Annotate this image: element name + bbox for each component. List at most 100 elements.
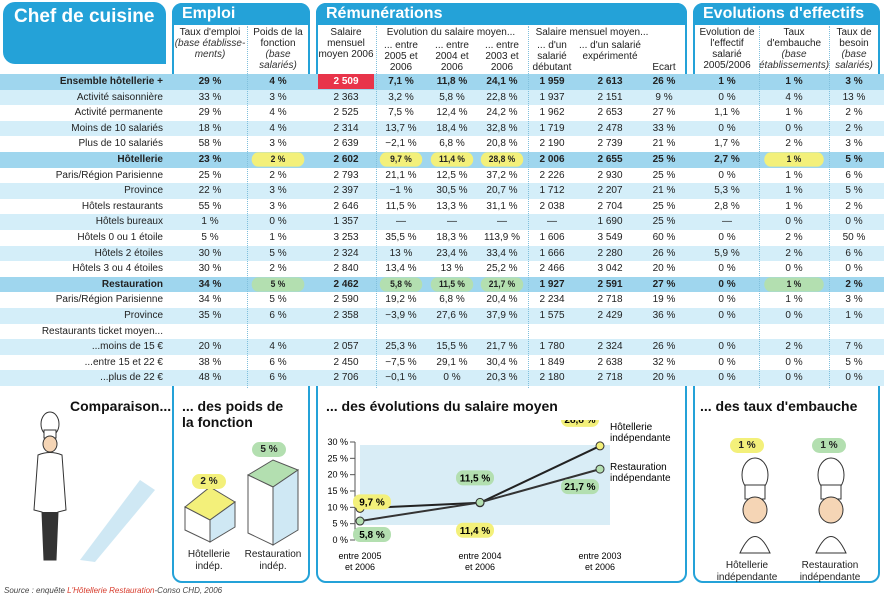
table-cell: 11,4 % — [430, 152, 474, 167]
table-cell: 33,4 % — [486, 247, 518, 259]
table-row — [0, 354, 884, 371]
table-cell: 32,8 % — [486, 122, 518, 134]
table-cell: 5,9 % — [714, 247, 740, 259]
table-cell: 2 324 — [597, 341, 623, 353]
table-cell: 12,5 % — [436, 169, 468, 181]
table-cell: — — [396, 216, 406, 228]
table-cell: 2 % — [845, 122, 863, 134]
table-cell: 2,7 % — [714, 154, 740, 165]
table-cell: 2 509 — [318, 74, 374, 89]
table-cell: 24,2 % — [486, 107, 518, 119]
data-label: 11,4 % — [460, 526, 491, 537]
table-row — [0, 89, 884, 106]
table-cell: 25,2 % — [486, 263, 518, 275]
poids-hot-pill: 2 % — [192, 474, 226, 489]
table-cell: 25 % — [198, 169, 222, 181]
table-cell: 0 % — [845, 263, 863, 275]
table-cell — [829, 324, 879, 339]
table-cell: 21 % — [652, 185, 676, 197]
table-cell — [577, 324, 643, 339]
table-cell: −3,9 % — [385, 310, 417, 321]
table-cell: 5 % — [845, 356, 863, 368]
house-hotellerie — [184, 486, 236, 543]
y-tick-label: 20 % — [327, 470, 348, 480]
table-cell: 1 % — [201, 216, 219, 228]
table-cell: 2 613 — [597, 76, 623, 87]
table-cell: 6 % — [845, 169, 863, 181]
table-cell: 0 % — [845, 372, 863, 384]
row-label: Hôtels restaurants — [81, 200, 163, 212]
table-cell: 5 % — [269, 247, 287, 259]
table-cell: 2 038 — [539, 200, 565, 212]
table-cell: 0 % — [269, 216, 287, 228]
table-cell: 1 712 — [539, 185, 565, 197]
table-cell: 2 226 — [539, 169, 565, 181]
row-label: ...entre 15 et 22 € — [84, 356, 163, 368]
legend-label: Restauration — [610, 462, 667, 473]
x-tick-label: et 2006 — [345, 562, 375, 572]
legend-label: Hôtellerie — [610, 422, 653, 433]
table-cell: 1 % — [785, 169, 803, 181]
col-salaire-2006: Salaire mensuel moyen 2006 — [318, 27, 374, 60]
table-cell: 2 450 — [333, 356, 359, 368]
row-label: Hôtels 3 ou 4 étoiles — [72, 263, 163, 275]
table-cell: 0 % — [718, 122, 736, 134]
table-cell: 18 % — [198, 122, 222, 134]
data-point — [595, 441, 605, 451]
table-cell: 1,1 % — [714, 107, 740, 119]
table-cell: 2 324 — [333, 247, 359, 259]
table-cell: 5,8 % — [439, 91, 465, 103]
y-tick-label: 15 % — [327, 486, 348, 496]
table-row — [0, 105, 884, 121]
table-cell: 3 042 — [597, 263, 623, 275]
table-cell: 2 646 — [333, 200, 359, 212]
x-tick-label: entre 2004 — [458, 551, 501, 561]
table-cell: 33 % — [198, 91, 222, 103]
col-experimente: ... d'un salarié expérimenté — [579, 40, 641, 62]
poids-rest-label: Restauration indép. — [244, 549, 302, 572]
data-label-bg — [561, 479, 599, 495]
table-cell: 0 % — [718, 294, 736, 306]
table-cell: 2 190 — [539, 138, 565, 150]
table-row — [0, 167, 884, 184]
table-cell: 24,1 % — [486, 76, 518, 87]
table-cell: 20,4 % — [486, 294, 518, 306]
table-cell: 5,8 % — [379, 277, 423, 292]
table-cell: 2 % — [785, 232, 803, 243]
table-cell: 3 % — [269, 91, 287, 103]
table-cell: 1 % — [785, 76, 803, 87]
column-separator — [376, 26, 377, 388]
row-label: ...moins de 15 € — [91, 341, 163, 353]
table-cell: 3 % — [269, 138, 287, 150]
table-row — [0, 323, 884, 340]
table-cell: 3 % — [269, 185, 287, 197]
table-cell: 113,9 % — [484, 232, 520, 243]
table-cell: 1 937 — [539, 91, 565, 103]
table-cell: 1 357 — [333, 216, 359, 228]
table-cell: 29,1 % — [436, 356, 468, 368]
table-cell: 3 % — [845, 138, 863, 150]
embauche-hot-label: Hôtellerie indépendante — [716, 560, 778, 583]
col-evo-top: Evolution du salaire moyen... — [386, 27, 516, 38]
table-cell: 2 397 — [333, 185, 359, 197]
table-cell: 5 % — [269, 294, 287, 306]
table-cell: 13 % — [389, 247, 413, 259]
table-cell: 4 % — [269, 341, 287, 353]
table-cell: 0 % — [443, 372, 461, 384]
table-cell: 13,3 % — [436, 200, 468, 212]
table-cell: 2 840 — [333, 263, 359, 275]
data-label-bg — [353, 527, 391, 543]
table-cell: 2 180 — [539, 372, 565, 384]
table-cell: 2 234 — [539, 294, 565, 306]
x-tick-label: entre 2005 — [338, 551, 381, 561]
table-cell: 1 % — [269, 232, 287, 243]
row-label: Restaurants ticket moyen... — [41, 325, 163, 337]
table-cell: 30,4 % — [486, 356, 518, 368]
col-evo-0406: ... entre 2004 et 2006 — [435, 40, 469, 73]
table-cell: 0 % — [785, 263, 803, 275]
table-cell — [376, 324, 426, 339]
table-cell: 1 959 — [539, 76, 565, 87]
table-cell: 28,8 % — [480, 152, 524, 167]
table-cell: 25 % — [652, 154, 676, 165]
salary-evolution-chart: 0 % 5 % 10 % 15 % 20 % 25 % 30 % 9,7 % 5,8 % 11,4… — [327, 420, 671, 572]
